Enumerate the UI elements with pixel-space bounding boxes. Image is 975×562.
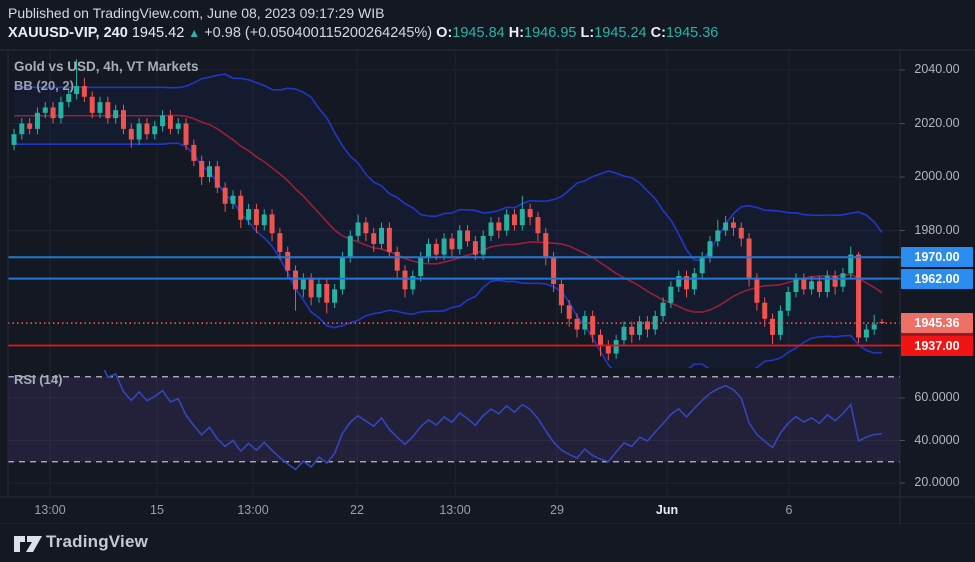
price-change: +0.98 (+0.050400115200264245%) (204, 25, 433, 41)
bollinger-bands (14, 73, 883, 368)
close-value: 1945.36 (665, 25, 719, 41)
published-line: Published on TradingView.com, June 08, 2… (8, 5, 385, 21)
price-badge-1945.36: 1945.36 (901, 313, 973, 334)
high-value: 1946.95 (524, 25, 577, 41)
low-label: L: (580, 25, 595, 41)
hidden-price-badge-sliver (901, 331, 973, 340)
time-axis-label: 6 (785, 503, 793, 517)
open-label: O: (436, 25, 453, 41)
time-axis-label: 29 (550, 503, 564, 517)
price-tick-label: 2020.00 (914, 115, 960, 130)
rsi-indicator-legend[interactable]: RSI (14) (14, 372, 63, 387)
up-triangle-icon: ▲ (188, 26, 201, 40)
brand-name: TradingView (46, 532, 149, 551)
grid-lines (8, 50, 900, 497)
low-value: 1945.24 (594, 25, 647, 41)
rsi-tick-label: 40.0000 (914, 432, 960, 447)
last-price: 1945.42 (131, 25, 185, 41)
symbol-status-line: XAUUSD-VIP, 240 1945.42 ▲ +0.98 (+0.0504… (8, 25, 718, 41)
time-axis-label: 13:00 (439, 503, 471, 517)
time-axis-label: Jun (655, 503, 679, 517)
time-axis-label: 15 (150, 503, 164, 517)
high-label: H: (508, 25, 525, 41)
horizontal-price-lines[interactable] (8, 256, 910, 347)
rsi-tick-label: 60.0000 (914, 390, 960, 404)
candlestick-series (11, 59, 885, 361)
footer-bar: TradingView (0, 524, 975, 562)
price-badge-1937.00: 1937.00 (901, 335, 973, 356)
close-label: C: (650, 25, 666, 41)
rsi-plot (8, 370, 900, 471)
time-axis-label: 22 (350, 503, 364, 517)
price-tick-label: 1980.00 (914, 222, 960, 237)
chart-title-legend: Gold vs USD, 4h, VT Markets (14, 59, 199, 74)
price-tick-label: 2000.00 (914, 169, 960, 183)
symbol-name: XAUUSD-VIP, 240 (8, 25, 128, 41)
bb-indicator-legend[interactable]: BB (20, 2) (14, 78, 74, 93)
price-tick-label: 2040.00 (914, 62, 960, 76)
price-badge-1970.00: 1970.00 (901, 247, 973, 268)
time-axis-label: 13:00 (237, 503, 269, 517)
time-axis-label: 13:00 (34, 503, 66, 517)
rsi-tick-label: 20.0000 (914, 475, 960, 489)
price-badge-1962.00: 1962.00 (901, 268, 973, 289)
tradingview-logo-icon (14, 536, 42, 552)
open-value: 1945.84 (452, 25, 505, 41)
